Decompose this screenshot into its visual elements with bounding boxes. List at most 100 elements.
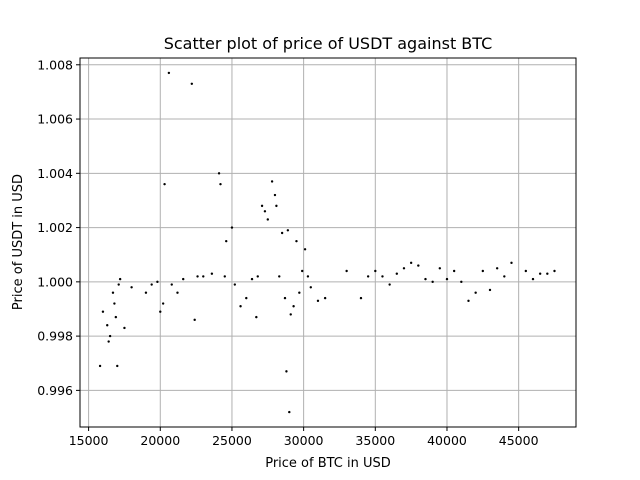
scatter-point [193, 318, 196, 322]
scatter-point [306, 275, 310, 278]
scatter-point [417, 264, 420, 267]
y-tick-label: 0.996 [37, 383, 73, 398]
scatter-point [374, 269, 377, 273]
scatter-point [303, 248, 307, 251]
scatter-point [285, 370, 288, 373]
scatter-point [118, 277, 122, 281]
scatter-point [106, 324, 109, 327]
scatter-point [163, 182, 166, 186]
scatter-point [359, 296, 363, 300]
scatter-point [481, 269, 485, 273]
scatter-point [116, 364, 119, 368]
scatter-point [488, 288, 492, 292]
scatter-point [223, 275, 226, 278]
scatter-point [159, 310, 162, 313]
scatter-point [431, 280, 434, 284]
scatter-point [123, 326, 126, 330]
y-tick-label: 0.998 [37, 329, 73, 344]
scatter-point [438, 267, 442, 270]
scatter-point [182, 277, 185, 281]
scatter-points [98, 71, 556, 414]
scatter-point [395, 272, 399, 275]
scatter-point [260, 204, 264, 208]
scatter-point [270, 180, 274, 183]
scatter-point [217, 172, 221, 175]
x-tick-label: 15000 [69, 433, 109, 448]
scatter-point [288, 410, 291, 414]
scatter-point [402, 267, 406, 270]
scatter-point [144, 291, 148, 294]
scatter-point [366, 275, 370, 278]
scatter-point [452, 269, 456, 273]
grid [80, 58, 576, 427]
y-tick-label: 1.002 [37, 220, 73, 235]
y-axis-label: Price of USDT in USD [11, 174, 26, 310]
x-axis-label: Price of BTC in USD [265, 456, 391, 471]
scatter-point [210, 272, 214, 275]
scatter-point [245, 296, 248, 300]
scatter-point [295, 239, 298, 243]
scatter-point [283, 296, 287, 300]
scatter-point [202, 275, 205, 278]
scatter-point [316, 299, 320, 303]
scatter-point [170, 283, 173, 286]
scatter-point [111, 291, 115, 294]
scatter-point [289, 313, 292, 316]
scatter-point [323, 296, 327, 300]
scatter-point [531, 277, 535, 281]
y-axis: 0.996 0.998 1.000 1.002 1.004 1.006 1.008 [37, 57, 80, 398]
scatter-point [250, 277, 254, 281]
scatter-point [167, 71, 171, 75]
x-tick-label: 25000 [212, 433, 252, 448]
scatter-point [266, 218, 269, 221]
y-tick-label: 1.008 [37, 57, 73, 72]
scatter-point [275, 204, 278, 208]
scatter-point [225, 239, 228, 243]
scatter-point [424, 277, 427, 281]
scatter-point [263, 210, 267, 213]
x-tick-label: 20000 [140, 433, 180, 448]
scatter-point [309, 286, 312, 289]
scatter-point [196, 275, 199, 278]
scatter-point [219, 182, 222, 186]
scatter-point [114, 315, 118, 319]
scatter-point [345, 269, 348, 273]
scatter-point [409, 261, 413, 265]
scatter-point [381, 275, 384, 278]
x-tick-label: 30000 [284, 433, 324, 448]
chart-title: Scatter plot of price of USDT against BT… [164, 34, 493, 53]
plot-frame [79, 57, 577, 428]
y-tick-label: 1.000 [37, 274, 73, 289]
scatter-point [300, 269, 304, 273]
scatter-point [239, 305, 242, 308]
scatter-point [286, 229, 290, 232]
scatter-point [161, 302, 165, 305]
scatter-point [107, 340, 110, 343]
scatter-point [278, 275, 281, 278]
scatter-point [256, 275, 259, 278]
scatter-point [445, 277, 449, 281]
scatter-point [280, 231, 284, 235]
y-tick-label: 1.004 [37, 166, 73, 181]
y-tick-label: 1.006 [37, 112, 73, 127]
scatter-point [503, 275, 506, 278]
scatter-point [117, 283, 120, 286]
scatter-point [190, 82, 194, 85]
scatter-point [510, 261, 513, 265]
scatter-point [467, 299, 470, 303]
scatter-point [98, 364, 102, 368]
scatter-point [474, 291, 477, 294]
x-tick-label: 40000 [427, 433, 467, 448]
scatter-point [495, 267, 499, 270]
scatter-point [538, 272, 542, 275]
x-tick-label: 45000 [499, 433, 539, 448]
scatter-point [553, 269, 556, 273]
scatter-point [101, 310, 105, 313]
scatter-point [460, 280, 463, 284]
scatter-point [524, 269, 528, 273]
scatter-point [108, 334, 112, 338]
scatter-point [130, 286, 133, 289]
scatter-point [176, 291, 179, 294]
